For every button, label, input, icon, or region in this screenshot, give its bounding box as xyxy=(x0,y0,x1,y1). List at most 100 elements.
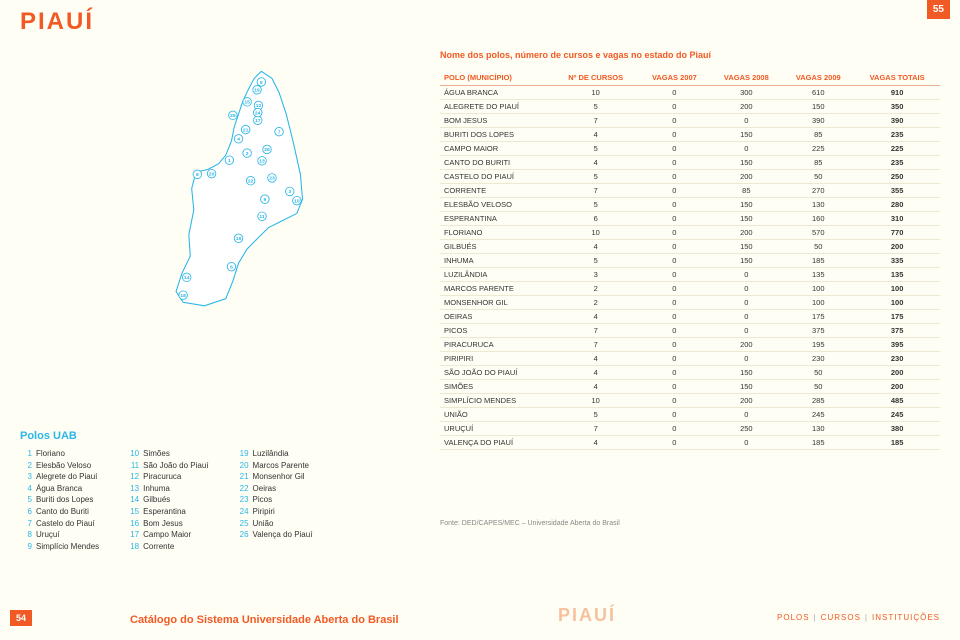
table-cell: 0 xyxy=(638,170,710,184)
footer-nav-inst: INSTITUIÇÕES xyxy=(872,613,940,622)
map-marker-label: 6 xyxy=(230,264,233,270)
table-cell: 5 xyxy=(553,142,638,156)
table-cell: GILBUÉS xyxy=(440,240,553,254)
table-cell: 6 xyxy=(553,212,638,226)
table-cell: 570 xyxy=(782,226,854,240)
table-cell: 150 xyxy=(710,198,782,212)
table-cell: 135 xyxy=(782,268,854,282)
table-row: URUÇUÍ70250130380 xyxy=(440,422,940,436)
table-cell: 0 xyxy=(638,408,710,422)
table-header: VAGAS 2007 xyxy=(638,70,710,86)
table-cell: 0 xyxy=(638,226,710,240)
polo-item: 4Água Branca xyxy=(20,483,99,495)
table-header: VAGAS TOTAIS xyxy=(854,70,940,86)
footer-state-name: PIAUÍ xyxy=(558,605,616,626)
table-cell: BOM JESUS xyxy=(440,114,553,128)
table-cell: 10 xyxy=(553,86,638,100)
table-cell: 270 xyxy=(782,184,854,198)
table-cell: 50 xyxy=(782,366,854,380)
map-marker-label: 15 xyxy=(244,100,250,106)
polo-item: 26Valença do Piauí xyxy=(237,529,313,541)
polo-item: 21Monsenhor Gil xyxy=(237,471,313,483)
table-cell: 0 xyxy=(638,142,710,156)
table-header: VAGAS 2008 xyxy=(710,70,782,86)
map-marker-label: 11 xyxy=(259,214,264,220)
table-cell: OEIRAS xyxy=(440,310,553,324)
polo-item: 6Canto do Buriti xyxy=(20,506,99,518)
table-cell: 200 xyxy=(710,338,782,352)
state-map: 1234567891011121314151617181920212223242… xyxy=(120,50,360,320)
table-row: GILBUÉS4015050200 xyxy=(440,240,940,254)
polo-item: 20Marcos Parente xyxy=(237,460,313,472)
polo-item: 15Esperantina xyxy=(127,506,208,518)
table-cell: 0 xyxy=(638,268,710,282)
table-cell: ALEGRETE DO PIAUÍ xyxy=(440,100,553,114)
table-cell: 235 xyxy=(854,156,940,170)
table-cell: 235 xyxy=(854,128,940,142)
map-marker-label: 10 xyxy=(294,198,300,204)
table-cell: 0 xyxy=(638,324,710,338)
table-cell: 285 xyxy=(782,394,854,408)
table-cell: 200 xyxy=(710,100,782,114)
table-cell: 7 xyxy=(553,184,638,198)
table-cell: MONSENHOR GIL xyxy=(440,296,553,310)
table-row: ELESBÃO VELOSO50150130280 xyxy=(440,198,940,212)
table-row: PIRIPIRI400230230 xyxy=(440,352,940,366)
table-cell: 0 xyxy=(638,212,710,226)
table-cell: 150 xyxy=(710,240,782,254)
footer-catalog-title: Catálogo do Sistema Universidade Aberta … xyxy=(130,614,399,626)
map-marker-label: 19 xyxy=(254,88,260,94)
table-cell: ESPERANTINA xyxy=(440,212,553,226)
table-cell: 10 xyxy=(553,226,638,240)
table-cell: 10 xyxy=(553,394,638,408)
table-row: CASTELO DO PIAUÍ5020050250 xyxy=(440,170,940,184)
table-cell: 200 xyxy=(854,380,940,394)
table-cell: 245 xyxy=(782,408,854,422)
polo-item: 25União xyxy=(237,518,313,530)
footer-nav-polos: POLOS xyxy=(777,613,810,622)
table-cell: 300 xyxy=(710,86,782,100)
map-marker-label: 23 xyxy=(269,176,275,182)
polo-item: 16Bom Jesus xyxy=(127,518,208,530)
table-cell: 85 xyxy=(782,156,854,170)
table-cell: 0 xyxy=(638,254,710,268)
table-cell: 175 xyxy=(854,310,940,324)
map-marker-label: 8 xyxy=(196,172,199,178)
table-subtitle: Nome dos polos, número de cursos e vagas… xyxy=(440,50,711,60)
table-cell: 0 xyxy=(638,394,710,408)
table-cell: 200 xyxy=(710,226,782,240)
table-cell: 0 xyxy=(638,296,710,310)
table-cell: 200 xyxy=(710,394,782,408)
table-cell: 185 xyxy=(782,436,854,450)
table-cell: 0 xyxy=(638,240,710,254)
table-cell: 250 xyxy=(854,170,940,184)
table-cell: 4 xyxy=(553,352,638,366)
table-cell: 225 xyxy=(782,142,854,156)
table-cell: 5 xyxy=(553,198,638,212)
table-cell: PICOS xyxy=(440,324,553,338)
map-marker-label: 4 xyxy=(237,137,240,143)
table-row: CORRENTE7085270355 xyxy=(440,184,940,198)
table-cell: 0 xyxy=(638,436,710,450)
table-cell: 50 xyxy=(782,380,854,394)
vagas-table: POLO (MUNICÍPIO)Nº DE CURSOSVAGAS 2007VA… xyxy=(440,70,940,450)
table-row: VALENÇA DO PIAUÍ400185185 xyxy=(440,436,940,450)
table-cell: 0 xyxy=(638,128,710,142)
map-marker-label: 20 xyxy=(209,171,215,177)
map-marker-label: 13 xyxy=(259,159,265,165)
footer-nav: POLOS|CURSOS|INSTITUIÇÕES xyxy=(777,613,940,622)
table-cell: 0 xyxy=(638,100,710,114)
table-row: BOM JESUS700390390 xyxy=(440,114,940,128)
table-cell: 2 xyxy=(553,296,638,310)
table-cell: 910 xyxy=(854,86,940,100)
table-cell: 150 xyxy=(710,212,782,226)
table-cell: 150 xyxy=(782,100,854,114)
table-cell: 100 xyxy=(782,282,854,296)
table-cell: 225 xyxy=(854,142,940,156)
map-marker-label: 2 xyxy=(246,151,249,157)
polo-item: 11São João do Piauí xyxy=(127,460,208,472)
polo-item: 12Piracuruca xyxy=(127,471,208,483)
table-cell: 4 xyxy=(553,310,638,324)
footer-nav-cursos: CURSOS xyxy=(821,613,861,622)
table-cell: 0 xyxy=(638,156,710,170)
